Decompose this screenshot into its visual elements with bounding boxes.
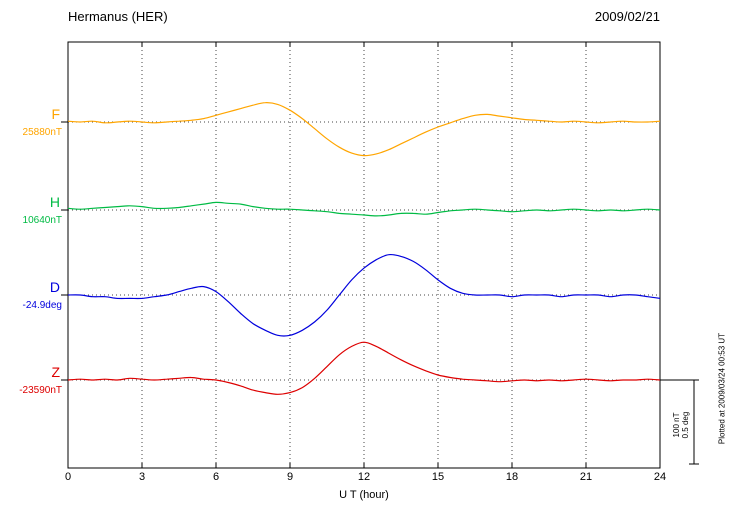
trace-F [67,102,661,157]
scale-bar-nt-label: 100 nT [672,412,681,438]
trace-Z [67,341,661,395]
station-title: Hermanus (HER) [68,9,168,24]
series-baseline-H: 10640nT [22,215,62,226]
series-label-F: F [51,106,60,122]
scale-bar-deg-label: 0.5 deg [681,411,690,439]
plotted-at-note: Plotted at 2009/03/24 00:53 UT [717,332,727,445]
series-baseline-F: 25880nT [22,127,62,138]
trace-D [67,253,661,337]
scale-bar-label: 100 nT 0.5 deg [672,408,690,442]
plot-frame [67,41,661,469]
series-label-H: H [49,194,60,210]
date-label: 2009/02/21 [594,9,660,24]
series-baseline-D: -24.9deg [22,300,62,311]
series-baseline-Z: -23590nT [19,385,62,396]
trace-H [67,201,661,217]
series-label-D: D [49,279,60,295]
series-label-Z: Z [51,364,60,380]
x-axis-title: U T (hour) [339,489,389,501]
